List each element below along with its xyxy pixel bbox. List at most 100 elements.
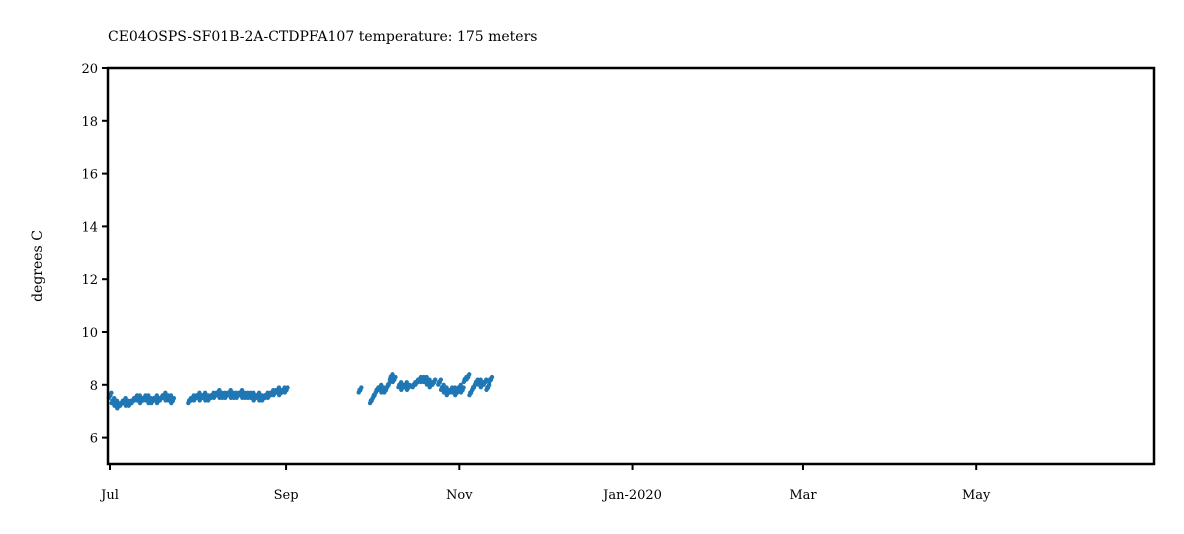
data-point xyxy=(276,385,282,390)
data-point xyxy=(146,393,151,398)
y-tick-label: 16 xyxy=(81,168,98,183)
data-point xyxy=(444,385,449,390)
data-point xyxy=(143,398,148,403)
data-point xyxy=(424,382,430,387)
data-point xyxy=(186,400,191,406)
data-point xyxy=(225,392,231,398)
data-point xyxy=(484,387,489,393)
data-point xyxy=(441,382,446,388)
data-point xyxy=(467,392,472,398)
data-point xyxy=(160,395,165,400)
data-point xyxy=(157,398,163,403)
x-tick-label: Mar xyxy=(789,488,817,503)
data-point xyxy=(271,392,276,398)
data-point xyxy=(123,395,128,401)
data-point xyxy=(137,393,142,398)
data-point xyxy=(390,379,395,385)
data-point xyxy=(109,400,114,406)
data-point xyxy=(427,377,432,382)
data-point xyxy=(478,377,483,382)
data-point xyxy=(166,398,171,403)
data-point xyxy=(450,390,455,395)
data-point xyxy=(197,390,202,396)
data-point xyxy=(379,382,384,388)
data-point xyxy=(484,377,489,382)
data-point xyxy=(436,382,441,387)
data-point xyxy=(398,380,404,385)
data-point xyxy=(421,379,427,385)
data-point xyxy=(126,403,131,408)
y-axis: 6 8 10 12 14 16 18 20 xyxy=(81,62,108,447)
y-tick-label: 20 xyxy=(81,62,98,77)
x-tick-label: Jul xyxy=(99,488,119,503)
data-point xyxy=(239,388,245,393)
data-point xyxy=(112,395,117,401)
data-point xyxy=(438,387,444,393)
x-tick-label: Jan-2020 xyxy=(601,488,662,503)
data-point xyxy=(277,392,282,398)
y-tick-label: 12 xyxy=(81,273,98,288)
data-point xyxy=(453,392,458,398)
data-point xyxy=(234,395,239,400)
data-point xyxy=(154,400,160,406)
data-point xyxy=(168,393,174,398)
data-point xyxy=(461,379,466,385)
data-point xyxy=(404,387,410,393)
x-axis: Jul Sep Nov Jan-2020 Mar May xyxy=(99,464,991,503)
y-tick-label: 18 xyxy=(81,115,98,130)
data-point xyxy=(478,385,484,390)
data-point xyxy=(384,385,390,390)
data-point xyxy=(444,392,449,398)
data-point xyxy=(254,395,259,400)
data-point xyxy=(432,377,438,382)
x-tick-label: Sep xyxy=(274,488,299,503)
data-point xyxy=(169,400,174,406)
data-point xyxy=(430,382,435,387)
data-point xyxy=(367,400,373,406)
data-point xyxy=(248,395,253,400)
y-tick-label: 6 xyxy=(90,432,98,447)
data-point xyxy=(399,387,404,393)
data-point xyxy=(373,390,378,395)
data-point xyxy=(470,387,475,393)
data-point xyxy=(387,377,393,382)
data-point xyxy=(441,390,447,395)
data-point xyxy=(464,377,469,382)
y-tick-label: 10 xyxy=(81,326,98,341)
data-point xyxy=(120,400,126,406)
y-tick-label: 14 xyxy=(81,220,98,235)
data-point xyxy=(359,385,364,390)
data-point xyxy=(112,403,117,408)
data-point xyxy=(251,398,256,403)
data-point xyxy=(191,398,197,403)
data-point xyxy=(114,398,120,403)
data-point xyxy=(135,398,140,403)
data-point xyxy=(137,400,143,406)
data-point xyxy=(404,380,409,385)
data-point xyxy=(251,390,256,396)
data-point xyxy=(149,400,154,406)
data-point xyxy=(109,390,114,396)
data-point xyxy=(206,398,211,403)
data-points xyxy=(106,372,495,411)
data-point xyxy=(152,398,157,403)
data-point xyxy=(194,395,200,400)
data-point xyxy=(467,372,472,377)
data-point xyxy=(197,398,202,403)
data-point xyxy=(489,374,495,380)
data-point xyxy=(424,374,429,380)
data-point xyxy=(475,382,481,387)
y-tick-label: 8 xyxy=(90,379,98,394)
data-point xyxy=(259,398,265,403)
data-point xyxy=(356,390,361,395)
data-point xyxy=(129,400,134,406)
data-point xyxy=(461,385,466,390)
data-point xyxy=(458,382,463,388)
data-point xyxy=(438,377,444,382)
data-point xyxy=(223,395,228,400)
data-point xyxy=(376,387,381,393)
data-point xyxy=(393,374,398,380)
data-point xyxy=(282,390,288,395)
plot-frame xyxy=(106,66,1156,466)
data-point xyxy=(401,385,407,390)
